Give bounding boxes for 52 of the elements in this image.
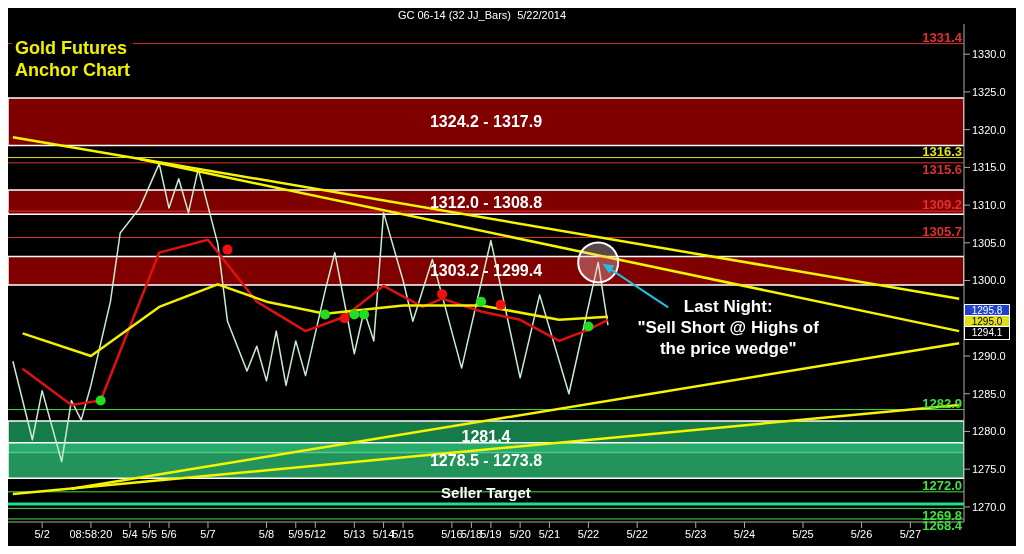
x-tick-label: 5/13 <box>343 527 366 540</box>
y-tick-label: 1280.0 <box>972 425 1006 438</box>
y-tick-label: 1315.0 <box>972 161 1006 174</box>
annotation: Last Night: "Sell Short @ Highs of the price wedge" <box>637 297 820 359</box>
y-tick-label: 1330.0 <box>972 48 1006 61</box>
x-tick-label: 5/18 <box>460 527 483 540</box>
x-tick-label: 5/23 <box>685 527 707 540</box>
band-label: 1278.5 - 1273.8 <box>429 452 543 470</box>
ref-line-label: 1315.6 <box>922 162 962 178</box>
x-tick-label: 5/26 <box>850 527 873 540</box>
chart-subtitle: GC 06-14 (32 JJ_Bars) 5/22/2014 <box>396 9 568 21</box>
text: Gold Futures Anchor Chart <box>15 37 131 81</box>
y-tick-label: 1305.0 <box>972 236 1006 249</box>
y-tick-label: 1290.0 <box>972 349 1006 362</box>
text: 1295.8 <box>964 304 1010 318</box>
x-tick-label: 5/19 <box>480 527 502 540</box>
ref-line-label: 1331.4 <box>922 29 963 45</box>
x-tick-label: 5/20 <box>509 527 531 540</box>
x-tick-label: 5/21 <box>538 527 561 540</box>
x-tick-label: 5/9 <box>288 527 304 540</box>
ref-line-label: 1305.7 <box>922 223 962 239</box>
x-tick-label: 5/25 <box>792 527 814 540</box>
y-tick-label: 1270.0 <box>972 500 1006 513</box>
ref-line-label: 1272.0 <box>922 477 962 493</box>
x-tick-label: 5/4 <box>122 527 138 540</box>
band-label: 1281.4 <box>461 428 511 446</box>
x-tick-label: 5/22 <box>577 527 600 540</box>
y-tick-label: 1275.0 <box>972 463 1006 476</box>
ref-line-label: 1316.3 <box>922 143 962 159</box>
y-tick-label: 1320.0 <box>972 123 1006 136</box>
y-tick-label: 1300.0 <box>972 274 1006 287</box>
x-tick-label: 5/6 <box>161 527 177 540</box>
x-tick-label: 5/27 <box>899 527 922 540</box>
y-tick-label: 1310.0 <box>972 199 1006 211</box>
x-tick-label: 08:58:20 <box>69 527 113 540</box>
y-tick-label: 1285.0 <box>972 387 1006 400</box>
text: 1295.0 <box>964 315 1010 329</box>
band-label: 1312.0 - 1308.8 <box>429 193 543 211</box>
x-tick-label: 5/12 <box>304 527 326 540</box>
x-tick-label: 5/15 <box>392 527 414 540</box>
text: 1294.1 <box>964 326 1010 340</box>
x-tick-label: 5/7 <box>200 527 216 540</box>
x-tick-label: 5/8 <box>258 527 275 540</box>
ref-line-label: 1309.2 <box>922 197 962 213</box>
x-tick-label: 5/2 <box>34 527 50 540</box>
x-tick-label: 5/5 <box>141 527 158 540</box>
band-label: 1324.2 - 1317.9 <box>429 113 543 131</box>
x-tick-label: 5/16 <box>441 527 463 540</box>
x-tick-label: 5/14 <box>372 527 395 540</box>
y-tick-label: 1325.0 <box>972 85 1006 98</box>
x-tick-label: 5/22 <box>626 527 648 540</box>
x-tick-label: 5/24 <box>733 527 756 540</box>
